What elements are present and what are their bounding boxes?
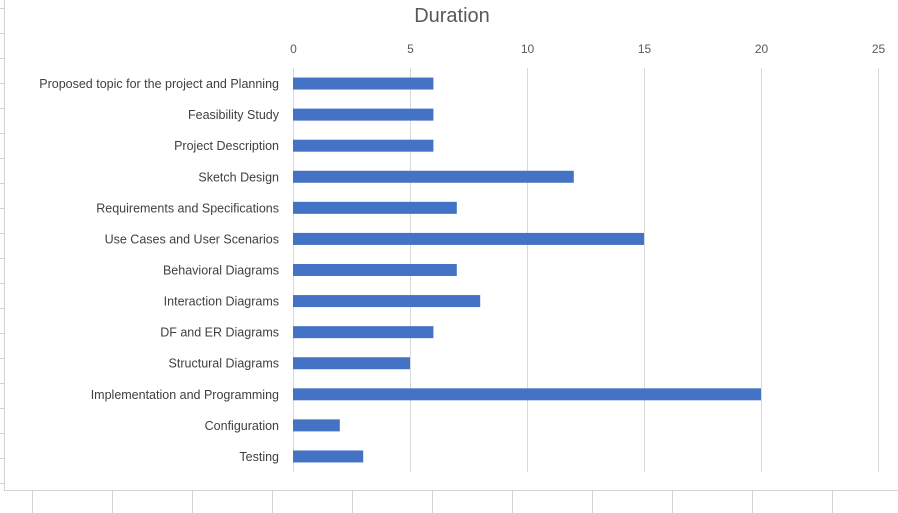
bar — [293, 388, 761, 401]
sheet-row-tick — [0, 108, 5, 109]
x-tick-label: 10 — [521, 42, 535, 56]
y-category-label: Requirements and Specifications — [96, 201, 279, 215]
bar — [293, 326, 434, 339]
sheet-row-tick — [0, 158, 5, 159]
bar — [293, 357, 410, 370]
bar — [293, 77, 434, 90]
sheet-column-line — [672, 491, 673, 513]
sheet-column-line — [432, 491, 433, 513]
sheet-row-tick — [0, 183, 5, 184]
sheet-row-tick — [0, 408, 5, 409]
y-category-label: Proposed topic for the project and Plann… — [39, 77, 279, 91]
sheet-column-line — [752, 491, 753, 513]
x-tick-label: 0 — [290, 42, 297, 56]
bar — [293, 450, 364, 463]
y-category-label: Testing — [239, 450, 279, 464]
x-tick-label: 25 — [872, 42, 886, 56]
y-category-label: Feasibility Study — [188, 108, 280, 122]
sheet-column-line — [192, 491, 193, 513]
bar — [293, 139, 434, 152]
y-category-label: Configuration — [205, 419, 279, 433]
y-category-label: Structural Diagrams — [169, 357, 279, 371]
sheet-row-tick — [0, 258, 5, 259]
sheet-row-tick — [0, 433, 5, 434]
sheet-row-tick — [0, 283, 5, 284]
bar — [293, 419, 340, 432]
sheet-row-tick — [0, 333, 5, 334]
sheet-row-tick — [0, 383, 5, 384]
sheet-row-tick — [0, 308, 5, 309]
sheet-row-tick — [0, 133, 5, 134]
x-tick-label: 5 — [407, 42, 414, 56]
sheet-row-tick — [0, 8, 5, 9]
sheet-row-tick — [0, 208, 5, 209]
bar — [293, 232, 644, 245]
bar-series — [293, 77, 761, 463]
sheet-row-tick — [0, 233, 5, 234]
y-category-label: Project Description — [174, 139, 279, 153]
sheet-column-line — [112, 491, 113, 513]
bar — [293, 108, 434, 121]
y-category-label: Sketch Design — [198, 170, 279, 184]
sheet-row-tick — [0, 83, 5, 84]
y-category-label: DF and ER Diagrams — [160, 326, 279, 340]
y-category-label: Interaction Diagrams — [164, 295, 279, 309]
bar — [293, 170, 574, 183]
sheet-column-line — [592, 491, 593, 513]
y-axis-category-labels: Proposed topic for the project and Plann… — [39, 77, 279, 464]
sheet-row-tick — [0, 33, 5, 34]
y-category-label: Implementation and Programming — [91, 388, 279, 402]
sheet-edge-bottom — [4, 490, 898, 491]
x-tick-label: 20 — [755, 42, 769, 56]
chart-title: Duration — [414, 5, 490, 27]
sheet-edge-left — [4, 0, 5, 490]
y-category-label: Use Cases and User Scenarios — [105, 232, 279, 246]
sheet-row-tick — [0, 483, 5, 484]
y-category-label: Behavioral Diagrams — [163, 264, 279, 278]
x-tick-label: 15 — [638, 42, 652, 56]
sheet-column-line — [832, 491, 833, 513]
bar — [293, 295, 481, 308]
sheet-row-tick — [0, 458, 5, 459]
bar — [293, 201, 457, 214]
x-axis-tick-labels: 0 5 10 15 20 25 — [290, 42, 885, 56]
sheet-row-tick — [0, 58, 5, 59]
bar — [293, 264, 457, 276]
sheet-column-line — [352, 491, 353, 513]
sheet-column-line — [272, 491, 273, 513]
sheet-row-tick — [0, 358, 5, 359]
sheet-column-line — [32, 491, 33, 513]
sheet-column-line — [512, 491, 513, 513]
